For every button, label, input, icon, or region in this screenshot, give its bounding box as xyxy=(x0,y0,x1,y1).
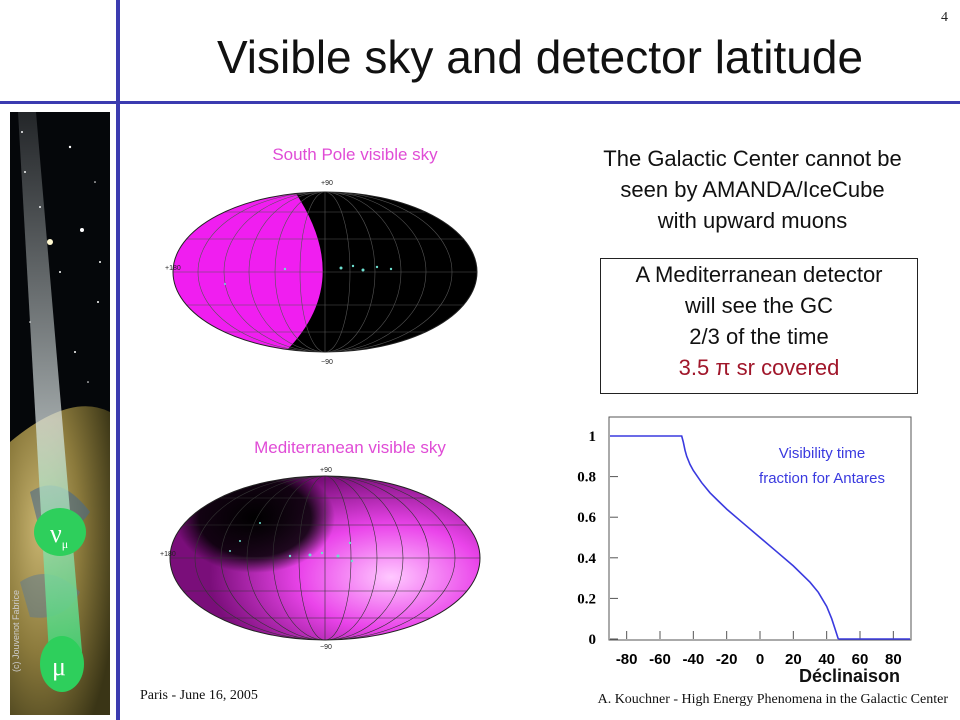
x-tick-label: 80 xyxy=(885,651,902,668)
neutrino-earth-illustration: νμ μ (c) Jouvenot Fabrice xyxy=(10,112,110,715)
x-axis-label: Déclinaison xyxy=(799,666,900,686)
med-map-bottom-label: −90 xyxy=(320,644,332,651)
y-tick-label: 1 xyxy=(589,429,597,445)
med-map-left-label: +180 xyxy=(160,551,176,558)
chart-annotation-line-1: Visibility time xyxy=(779,445,865,462)
x-tick-label: -40 xyxy=(682,651,704,668)
visibility-chart: 0 0.2 0.4 0.6 0.8 1 -80 -60 -40 -20 0 20 40 60 80 Vis… xyxy=(577,416,912,686)
horizontal-rule xyxy=(0,101,960,104)
box-line-1: A Mediterranean detector xyxy=(635,262,883,287)
south-pole-sky-map: +90 −90 +180 xyxy=(165,180,478,366)
footer-date: Paris - June 16, 2005 xyxy=(140,688,258,703)
gc-line-3: with upward muons xyxy=(657,208,848,233)
south-map-top-label: +90 xyxy=(321,180,333,187)
x-tick-label: -20 xyxy=(716,651,738,668)
gc-line-2: seen by AMANDA/IceCube xyxy=(620,177,885,202)
galactic-center-statement: The Galactic Center cannot be seen by AM… xyxy=(560,143,945,236)
x-tick-label: -60 xyxy=(649,651,671,668)
footer-author: A. Kouchner - High Energy Phenomena in t… xyxy=(597,692,948,707)
y-tick-label: 0.2 xyxy=(577,591,596,607)
y-tick-label: 0 xyxy=(589,632,597,648)
mediterranean-map-label: Mediterranean visible sky xyxy=(254,438,446,457)
slide-number: 4 xyxy=(941,10,948,25)
south-map-bottom-label: −90 xyxy=(321,359,333,366)
x-tick-label: -80 xyxy=(616,651,638,668)
y-tick-label: 0.6 xyxy=(577,510,596,526)
x-tick-label: 40 xyxy=(818,651,835,668)
x-tick-label: 0 xyxy=(756,651,764,668)
slide-title: Visible sky and detector latitude xyxy=(216,31,864,83)
mediterranean-detector-box: A Mediterranean detector will see the GC… xyxy=(600,258,918,394)
visibility-curve-0 xyxy=(610,435,840,640)
y-tick-label: 0.8 xyxy=(577,470,596,486)
south-pole-map-label: South Pole visible sky xyxy=(272,145,438,164)
gc-line-1: The Galactic Center cannot be xyxy=(603,146,902,171)
vertical-rule xyxy=(116,0,120,720)
x-tick-label: 20 xyxy=(785,651,802,668)
box-line-2: will see the GC xyxy=(685,293,833,318)
mediterranean-sky-map: +90 −90 +180 xyxy=(160,467,481,651)
image-credit: (c) Jouvenot Fabrice xyxy=(11,590,21,672)
south-map-left-label: +180 xyxy=(165,265,181,272)
sky-coverage: 3.5 π sr covered xyxy=(678,355,840,380)
med-map-top-label: +90 xyxy=(320,467,332,474)
mu-symbol: μ xyxy=(52,652,66,681)
y-tick-label: 0.4 xyxy=(577,551,596,567)
x-tick-label: 60 xyxy=(852,651,869,668)
plot-frame xyxy=(608,416,912,641)
chart-annotation-line-2: fraction for Antares xyxy=(759,470,885,487)
nu-symbol: νμ xyxy=(50,519,68,551)
box-line-3: 2/3 of the time xyxy=(689,324,829,349)
